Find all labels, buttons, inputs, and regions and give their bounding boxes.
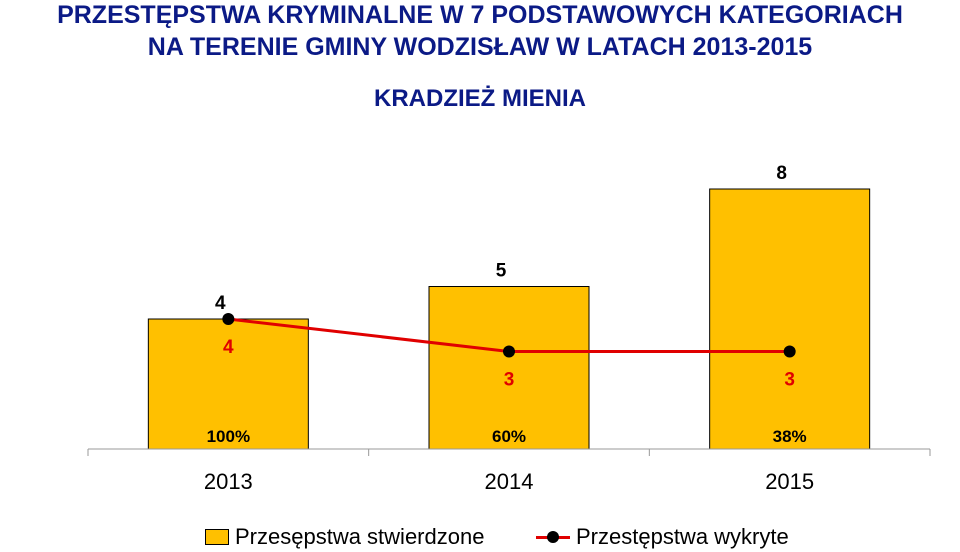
bar-value-label-2015: 8 xyxy=(776,163,787,184)
x-tick-label-2015: 2015 xyxy=(765,469,814,494)
legend-label-wykryte: Przestępstwa wykryte xyxy=(576,524,789,549)
percent-label-2013: 100% xyxy=(207,427,250,446)
chart-title-line-1: PRZESTĘPSTWA KRYMINALNE W 7 PODSTAWOWYCH… xyxy=(57,1,903,29)
legend-item-stwierdzone: Przesępstwa stwierdzone xyxy=(205,524,484,550)
legend-swatch-line xyxy=(536,529,570,545)
chart-title-line-2: NA TERENIE GMINY WODZISŁAW W LATACH 2013… xyxy=(147,33,813,61)
x-tick-label-2014: 2014 xyxy=(485,469,534,494)
percent-label-2015: 38% xyxy=(773,427,807,446)
bar-2013 xyxy=(147,318,309,450)
bar-2014 xyxy=(428,286,590,450)
chart-subtitle: KRADZIEŻ MIENIA xyxy=(374,85,586,112)
legend-item-wykryte: Przestępstwa wykryte xyxy=(536,524,789,550)
x-tick-label-2013: 2013 xyxy=(204,469,253,494)
bar-2015 xyxy=(709,188,871,450)
legend-label-stwierdzone: Przesępstwa stwierdzone xyxy=(235,524,485,549)
line-value-label-2013: 4 xyxy=(223,337,234,358)
legend-swatch-bar xyxy=(205,529,229,545)
percent-label-2014: 60% xyxy=(492,427,526,446)
chart-plot: 4 5 8 2013 2014 2015 100% 60% 38% 4 3 3 xyxy=(87,163,931,494)
legend: Przesępstwa stwierdzone Przestępstwa wyk… xyxy=(0,520,960,552)
line-point-2015 xyxy=(783,345,796,358)
line-value-label-2015: 3 xyxy=(784,370,795,391)
line-point-2013 xyxy=(222,313,235,325)
bar-value-label-2014: 5 xyxy=(496,261,507,282)
line-value-label-2014: 3 xyxy=(504,370,515,391)
line-point-2014 xyxy=(503,345,515,358)
bar-value-label-2013: 4 xyxy=(215,293,226,314)
